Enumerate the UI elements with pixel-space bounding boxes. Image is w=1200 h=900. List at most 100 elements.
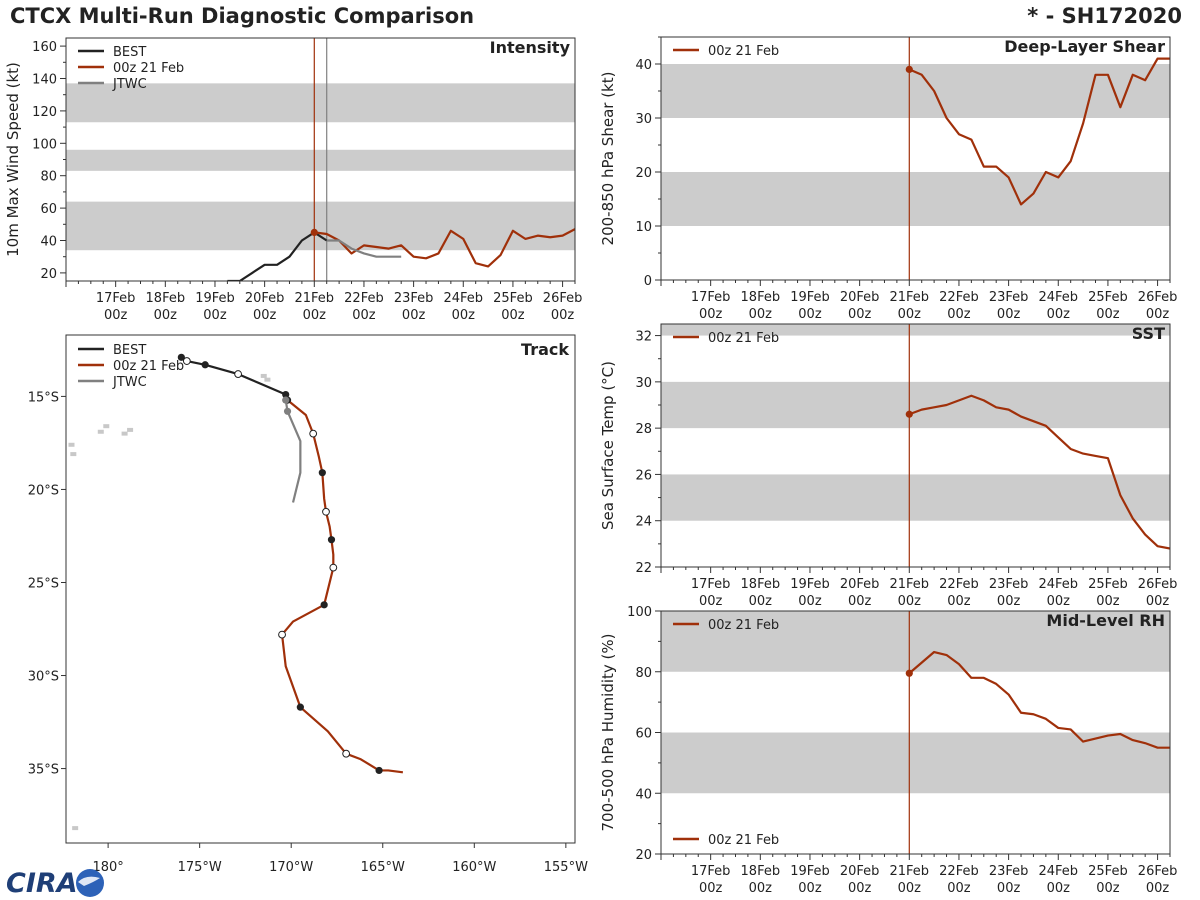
intensity-legend-label: JTWC <box>112 77 147 92</box>
intensity-xtick-hour: 00z <box>352 308 376 323</box>
swirl-icon <box>78 876 100 886</box>
rh-legend-label: 00z 21 Feb <box>708 618 779 633</box>
sst-legend-label: 00z 21 Feb <box>708 331 779 346</box>
rh-xtick-day: 25Feb <box>1088 864 1128 879</box>
rh-xtick-hour: 00z <box>749 881 773 896</box>
track-ytick-label: 20°S <box>28 483 59 498</box>
shear-xtick-day: 25Feb <box>1088 290 1128 305</box>
intensity-series-jtwc <box>326 239 402 258</box>
sst-xtick-hour: 00z <box>749 594 773 609</box>
intensity-xtick-day: 17Feb <box>96 291 136 306</box>
intensity-title: Intensity <box>490 38 571 57</box>
shear-start-marker <box>905 65 913 73</box>
shear-xtick-hour: 00z <box>997 307 1021 322</box>
intensity-xtick-hour: 00z <box>253 308 277 323</box>
shear-xtick-day: 18Feb <box>741 290 781 305</box>
rh-title: Mid-Level RH <box>1046 611 1165 630</box>
island <box>121 431 128 436</box>
intensity-xtick-hour: 00z <box>452 308 476 323</box>
intensity-ytick-label: 20 <box>40 267 57 282</box>
sst-xtick-day: 24Feb <box>1038 577 1078 592</box>
sst-ytick-label: 32 <box>635 330 652 345</box>
intensity-xtick-hour: 00z <box>551 308 575 323</box>
sst-xtick-day: 17Feb <box>691 577 731 592</box>
rh-xtick-hour: 00z <box>848 881 872 896</box>
shear-ytick-label: 0 <box>644 274 652 289</box>
island <box>72 826 79 831</box>
rh-xtick-day: 20Feb <box>840 864 880 879</box>
shear-band <box>661 172 1170 226</box>
intensity-start-marker <box>310 228 318 236</box>
track-xtick-label: 170°W <box>269 860 313 875</box>
track-point-filled <box>282 396 290 404</box>
shear-ytick-label: 10 <box>635 220 652 235</box>
rh-xtick-hour: 00z <box>1096 881 1120 896</box>
track-point-filled <box>283 407 292 415</box>
sst-plot-area <box>661 324 1170 567</box>
island <box>97 429 104 434</box>
intensity-xtick-day: 18Feb <box>146 291 186 306</box>
shear-xtick-day: 17Feb <box>691 290 731 305</box>
shear-xtick-hour: 00z <box>1047 307 1071 322</box>
sst-ytick-label: 26 <box>635 468 652 483</box>
shear-xtick-day: 20Feb <box>840 290 880 305</box>
track-legend-label: JTWC <box>112 375 147 390</box>
rh-plot-area <box>661 611 1170 854</box>
rh-ylabel: 700-500 hPa Humidity (%) <box>599 633 617 831</box>
shear-xtick-hour: 00z <box>848 307 872 322</box>
shear-series-00z-21-feb <box>908 57 1170 206</box>
intensity-xtick-day: 25Feb <box>493 291 533 306</box>
track-ytick-label: 15°S <box>28 390 59 405</box>
shear-xtick-hour: 00z <box>947 307 971 322</box>
sst-xtick-day: 22Feb <box>939 577 979 592</box>
intensity-ytick-label: 40 <box>40 235 57 250</box>
track-point-open <box>182 357 191 365</box>
sst-xtick-hour: 00z <box>848 594 872 609</box>
rh-panel: 20 40 60 80 100 17Feb 00z 18Feb 00z 19Feb 00z 20Feb… <box>599 605 1177 896</box>
track-line-jtwc <box>284 399 302 503</box>
sst-xtick-hour: 00z <box>699 594 723 609</box>
track-point-open <box>322 507 330 516</box>
sst-xtick-hour: 00z <box>1047 594 1071 609</box>
track-frame <box>65 334 576 844</box>
rh-ytick-label: 80 <box>635 666 652 681</box>
shear-xtick-day: 21Feb <box>890 290 930 305</box>
track-line-00z-21-feb <box>280 399 404 774</box>
track-point-open <box>342 749 351 758</box>
intensity-band <box>66 149 575 171</box>
track-xtick-label: 180° <box>92 860 123 875</box>
island <box>127 427 134 432</box>
cira-logo: CIRA <box>6 868 104 898</box>
track-xtick-label: 175°W <box>178 860 222 875</box>
rh-start-marker <box>905 669 913 677</box>
intensity-band <box>66 201 575 251</box>
page-title: CTCX Multi-Run Diagnostic Comparison <box>10 4 475 28</box>
track-point-filled <box>201 361 209 369</box>
shear-xtick-day: 19Feb <box>790 290 830 305</box>
sst-xtick-hour: 00z <box>997 594 1021 609</box>
intensity-xtick-hour: 00z <box>402 308 426 323</box>
sst-xtick-hour: 00z <box>1146 594 1170 609</box>
rh-ytick-label: 60 <box>635 727 652 742</box>
storm-id: * - SH172020 <box>1027 4 1182 28</box>
island <box>70 452 77 457</box>
rh-xtick-hour: 00z <box>947 881 971 896</box>
shear-xtick-hour: 00z <box>798 307 822 322</box>
sst-xtick-day: 25Feb <box>1088 577 1128 592</box>
rh-xtick-day: 26Feb <box>1138 864 1178 879</box>
intensity-legend-label: 00z 21 Feb <box>113 61 184 76</box>
sst-band <box>661 324 1170 336</box>
shear-xtick-day: 24Feb <box>1038 290 1078 305</box>
intensity-xtick-day: 23Feb <box>394 291 434 306</box>
rh-xtick-hour: 00z <box>997 881 1021 896</box>
sst-band <box>661 381 1170 429</box>
island <box>264 377 271 382</box>
shear-ytick-label: 20 <box>635 166 652 181</box>
track-ytick-label: 30°S <box>28 670 59 685</box>
track-point-filled <box>296 703 304 711</box>
sst-panel: 22 24 26 28 30 32 17Feb 00z 18Feb 00z 19Feb 00z 20Fe… <box>599 323 1177 609</box>
track-ytick-label: 35°S <box>28 763 59 778</box>
intensity-ytick-label: 160 <box>32 40 57 55</box>
track-point-filled <box>375 766 383 775</box>
intensity-xtick-hour: 00z <box>203 308 227 323</box>
